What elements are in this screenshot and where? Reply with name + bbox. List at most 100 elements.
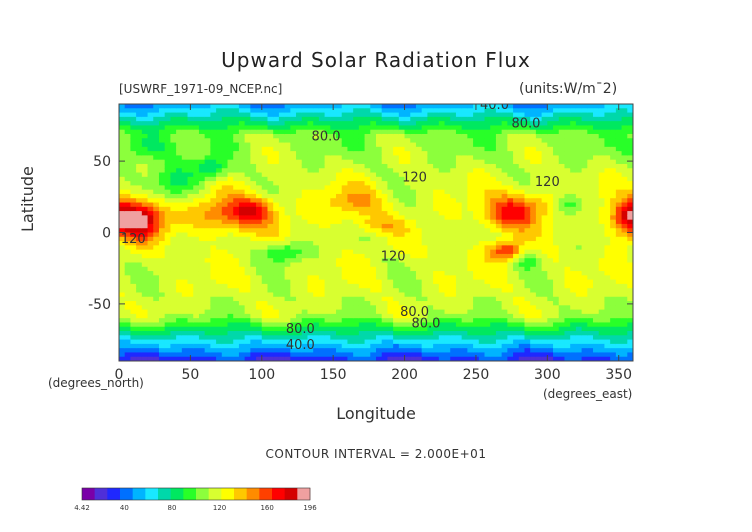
heatmap-cell (244, 352, 251, 358)
heatmap-cell (484, 151, 491, 156)
heatmap-cell (198, 262, 206, 268)
heatmap-cell (530, 189, 537, 195)
heatmap-cell (427, 155, 434, 161)
heatmap-cell (410, 331, 417, 336)
heatmap-cell (221, 211, 229, 216)
heatmap-cell (370, 159, 377, 165)
heatmap-cell (495, 331, 503, 336)
heatmap-cell (318, 155, 326, 161)
heatmap-cell (398, 322, 406, 328)
heatmap-cell (404, 241, 411, 246)
heatmap-cell (124, 193, 132, 199)
heatmap-cell (284, 283, 291, 289)
heatmap-cell (575, 219, 583, 225)
heatmap-cell (307, 146, 314, 152)
heatmap-cell (484, 301, 491, 306)
heatmap-cell (130, 155, 137, 161)
heatmap-cell (176, 322, 183, 328)
heatmap-cell (450, 292, 457, 298)
heatmap-cell (267, 343, 274, 349)
heatmap-cell (153, 108, 160, 114)
heatmap-cell (153, 223, 160, 229)
heatmap-cell (387, 104, 394, 109)
heatmap-cell (227, 356, 234, 361)
heatmap-cell (164, 266, 171, 272)
heatmap-cell (358, 258, 366, 264)
heatmap-cell (364, 266, 371, 272)
heatmap-cell (119, 331, 126, 336)
heatmap-cell (153, 211, 160, 216)
heatmap-cell (433, 241, 440, 246)
heatmap-cell (198, 339, 206, 345)
heatmap-cell (387, 129, 394, 135)
heatmap-cell (187, 335, 194, 341)
heatmap-cell (387, 108, 394, 114)
heatmap-cell (130, 339, 137, 345)
heatmap-cell (353, 322, 360, 328)
heatmap-cell (158, 356, 166, 361)
heatmap-cell (398, 313, 406, 319)
heatmap-cell (461, 322, 468, 328)
heatmap-cell (353, 301, 360, 306)
heatmap-cell (490, 138, 497, 144)
heatmap-cell (376, 356, 383, 361)
heatmap-cell (153, 339, 160, 345)
heatmap-cell (318, 159, 326, 165)
heatmap-cell (461, 185, 468, 191)
heatmap-cell (478, 151, 486, 156)
heatmap-cell (170, 133, 177, 139)
heatmap-cell (461, 288, 468, 294)
heatmap-cell (141, 163, 149, 169)
heatmap-cell (158, 305, 166, 311)
heatmap-cell (438, 138, 446, 144)
heatmap-cell (461, 138, 468, 144)
heatmap-cell (364, 142, 371, 148)
heatmap-cell (336, 129, 343, 135)
heatmap-cell (444, 228, 451, 234)
heatmap-cell (307, 219, 314, 225)
heatmap-cell (358, 206, 366, 212)
heatmap-cell (507, 283, 514, 289)
heatmap-cell (119, 245, 126, 251)
heatmap-cell (398, 296, 406, 302)
heatmap-cell (238, 129, 246, 135)
heatmap-cell (307, 301, 314, 306)
heatmap-cell (170, 219, 177, 225)
heatmap-cell (553, 266, 560, 272)
heatmap-cell (261, 301, 269, 306)
heatmap-cell (227, 206, 234, 212)
heatmap-cell (376, 193, 383, 199)
heatmap-cell (210, 146, 217, 152)
heatmap-cell (535, 335, 543, 341)
heatmap-cell (558, 296, 566, 302)
heatmap-cell (233, 181, 240, 186)
heatmap-cell (158, 172, 166, 178)
heatmap-cell (495, 129, 503, 135)
heatmap-cell (473, 142, 480, 148)
heatmap-cell (415, 168, 423, 174)
heatmap-cell (153, 172, 160, 178)
heatmap-cell (541, 236, 548, 242)
heatmap-cell (450, 215, 457, 221)
heatmap-cell (244, 326, 251, 332)
heatmap-cell (187, 155, 194, 161)
heatmap-cell (507, 189, 514, 195)
heatmap-cell (433, 352, 440, 358)
heatmap-cell (227, 262, 234, 268)
heatmap-cell (484, 266, 491, 272)
heatmap-cell (147, 215, 154, 221)
heatmap-cell (393, 108, 400, 114)
heatmap-cell (581, 275, 588, 281)
heatmap-cell (564, 172, 571, 178)
heatmap-cell (347, 236, 354, 242)
heatmap-cell (547, 121, 554, 127)
heatmap-cell (501, 245, 508, 251)
heatmap-cell (427, 108, 434, 114)
heatmap-cell (170, 129, 177, 135)
heatmap-cell (216, 116, 223, 122)
heatmap-cell (301, 331, 309, 336)
heatmap-cell (587, 331, 594, 336)
heatmap-cell (198, 292, 206, 298)
heatmap-cell (187, 121, 194, 127)
heatmap-cell (233, 241, 240, 246)
